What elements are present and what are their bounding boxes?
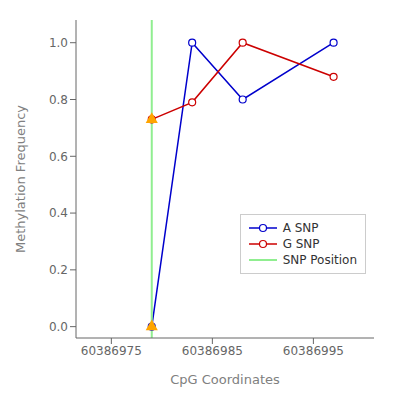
svg-text:60386995: 60386995 [283, 344, 344, 358]
html-text:G SNP: G SNP [282, 237, 320, 251]
html-text:A SNP: A SNP [282, 221, 319, 235]
svg-text:Methylation Frequency: Methylation Frequency [13, 105, 28, 253]
svg-text:0.8: 0.8 [49, 93, 68, 107]
svg-text:60386985: 60386985 [182, 344, 243, 358]
svg-text:1.0: 1.0 [49, 36, 68, 50]
html-text:SNP Position: SNP Position [282, 253, 357, 267]
svg-text:60386975: 60386975 [81, 344, 142, 358]
svg-text:0.0: 0.0 [49, 320, 68, 334]
svg-text:0.4: 0.4 [49, 206, 68, 220]
svg-text:0.2: 0.2 [49, 263, 68, 277]
svg-text:0.6: 0.6 [49, 150, 68, 164]
svg-text:CpG Coordinates: CpG Coordinates [170, 372, 280, 387]
